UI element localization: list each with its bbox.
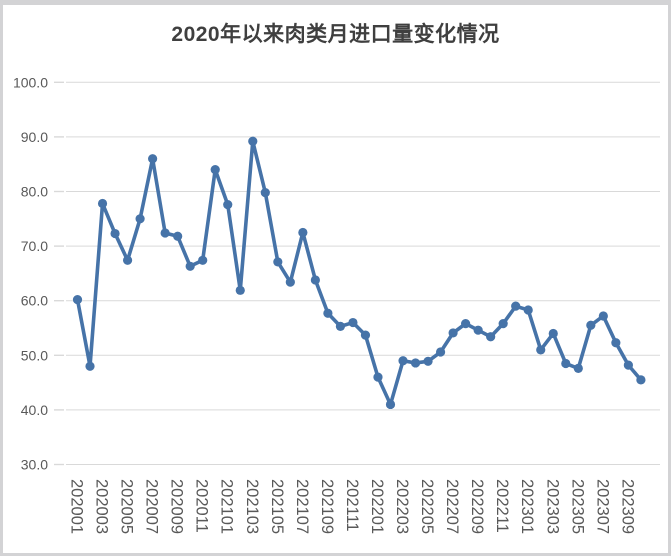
x-tick-label: 202101 (218, 479, 236, 534)
y-tick-label: 60.0 (21, 293, 48, 309)
data-point (373, 372, 383, 382)
data-point (586, 320, 596, 330)
data-point (473, 325, 483, 335)
x-tick-label: 202007 (143, 479, 161, 534)
x-tick-label: 202205 (418, 479, 436, 534)
data-point (248, 136, 258, 146)
data-point (410, 358, 421, 368)
chart-title: 2020年以来肉类月进口量变化情况 (171, 23, 500, 46)
y-tick-label: 70.0 (21, 238, 48, 254)
x-tick-label: 202009 (168, 479, 186, 534)
data-point (335, 321, 346, 331)
data-point (435, 347, 446, 357)
data-point (310, 275, 320, 285)
data-point (273, 257, 283, 267)
data-point (461, 319, 471, 329)
data-point (573, 363, 583, 374)
x-tick-label: 202203 (393, 479, 411, 534)
x-tick-label: 202209 (468, 479, 486, 534)
x-tick-label: 202003 (93, 479, 111, 534)
y-tick-label: 30.0 (21, 457, 48, 473)
data-point (360, 330, 371, 340)
data-point (298, 227, 308, 238)
x-tick-label: 202001 (68, 479, 86, 534)
data-point (285, 277, 295, 287)
data-point (122, 255, 133, 265)
data-point (260, 187, 270, 198)
data-point (85, 361, 95, 371)
x-tick-label: 202309 (618, 479, 636, 534)
data-point (323, 308, 333, 318)
series-line (75, 139, 643, 407)
data-point (523, 305, 533, 315)
x-tick-label: 202107 (293, 479, 311, 534)
x-tick-label: 202211 (493, 479, 511, 533)
data-point (148, 154, 158, 164)
data-point (110, 228, 120, 239)
data-point (486, 332, 496, 342)
y-tick-label: 40.0 (21, 402, 48, 418)
data-point (598, 311, 608, 321)
data-point (448, 328, 458, 338)
data-point (97, 198, 108, 209)
data-point (611, 338, 621, 348)
x-tick-label: 202305 (568, 479, 586, 534)
x-tick-label: 202111 (343, 479, 361, 532)
data-point (423, 356, 433, 366)
data-point (135, 214, 145, 224)
y-tick-label: 80.0 (21, 184, 48, 200)
data-point (210, 165, 220, 175)
x-tick-label: 202109 (318, 479, 336, 534)
data-point (72, 295, 83, 305)
data-point (536, 345, 546, 355)
data-point (511, 301, 521, 311)
x-tick-label: 202105 (268, 479, 286, 534)
data-point (385, 399, 396, 410)
y-tick-label: 90.0 (21, 129, 48, 145)
x-tick-label: 202301 (518, 479, 536, 534)
data-point (173, 231, 183, 241)
x-tick-label: 202201 (368, 479, 386, 534)
data-point (623, 360, 633, 370)
data-point (223, 200, 233, 210)
data-point (548, 328, 558, 339)
data-point (561, 358, 571, 369)
data-point (348, 317, 358, 328)
x-tick-label: 202307 (593, 479, 611, 534)
data-point (636, 375, 646, 385)
y-tick-label: 50.0 (21, 347, 48, 363)
data-point (198, 255, 208, 265)
data-point (235, 285, 245, 295)
x-tick-label: 202103 (243, 479, 261, 534)
data-point (498, 319, 508, 329)
data-point (160, 228, 170, 238)
data-point (398, 356, 408, 366)
data-point (185, 261, 195, 271)
x-tick-label: 202005 (118, 479, 136, 534)
y-tick-label: 100.0 (13, 74, 48, 90)
x-tick-label: 202207 (443, 479, 461, 534)
x-tick-label: 202303 (543, 479, 561, 534)
x-tick-label: 202011 (193, 479, 211, 533)
